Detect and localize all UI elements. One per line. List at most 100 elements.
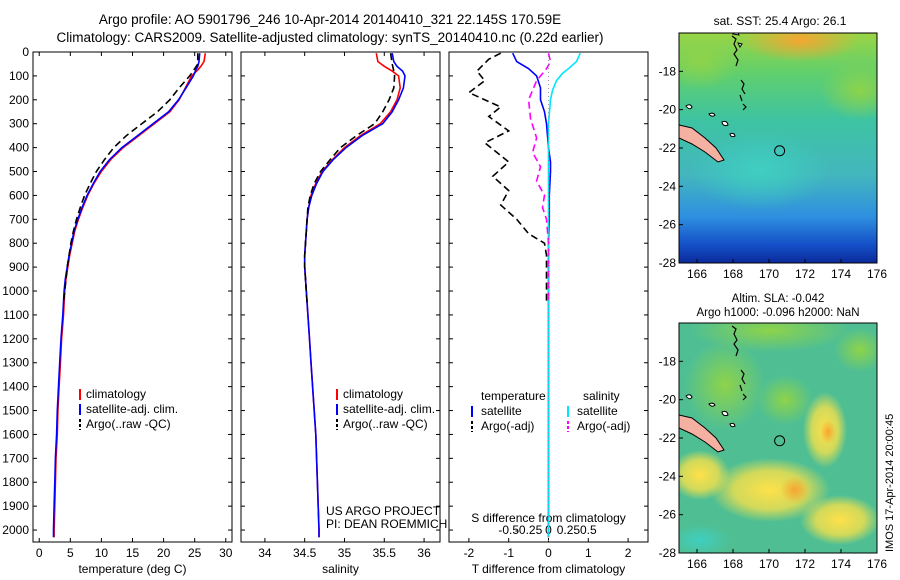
map-xtick-label: 174 <box>831 557 851 571</box>
legend-label: climatology <box>343 387 403 401</box>
depth-tick-label: 600 <box>9 188 29 202</box>
map-ytick-label: -20 <box>659 103 677 117</box>
map-xtick-label: 168 <box>723 557 743 571</box>
sla-green-patch-4 <box>834 328 877 372</box>
depth-tick-label: 700 <box>9 212 29 226</box>
t-diff-xtick-label: 0 <box>545 546 552 560</box>
sst-map-axes: 166 168 170 172 174 176 -18 -20 -22 -24 -26 -28 <box>659 64 888 281</box>
temperature-series-satellite-adj-clim- <box>52 53 201 538</box>
sla-cyan-patch <box>679 524 730 553</box>
loyalty-islands-2 <box>685 394 736 428</box>
map-xtick-label: 166 <box>687 267 707 281</box>
salinity-xtick-label: 36 <box>417 546 431 560</box>
depth-tick-label: 0 <box>22 45 29 59</box>
sla-yellow-patch-4 <box>800 495 877 545</box>
sst-map-title: sat. SST: 25.4 Argo: 26.1 <box>714 14 847 28</box>
difference-series-salinity-satellite <box>547 52 582 538</box>
t-diff-xtick-label: 2 <box>625 546 632 560</box>
sla-map: Altim. SLA: -0.042 Argo h1000: -0.096 h2… <box>659 293 888 571</box>
diff-legend-label: satellite <box>577 404 618 418</box>
depth-tick-label: 1600 <box>2 427 29 441</box>
temperature-xtick-label: 25 <box>188 546 202 560</box>
temperature-xtick-label: 20 <box>157 546 171 560</box>
map-ytick-label: -24 <box>659 179 677 193</box>
legend-label: satellite-adj. clim. <box>86 402 178 416</box>
sla-green-patch-3 <box>757 375 813 425</box>
depth-tick-label: 500 <box>9 165 29 179</box>
sla-float-position-marker <box>774 435 786 447</box>
depth-tick-label: 400 <box>9 141 29 155</box>
salinity-panel: 34 34.5 35 35.5 36 salinity climatologysatelli… <box>240 51 447 576</box>
sla-yellow-patch-3 <box>679 450 730 500</box>
depth-tick-label: 1300 <box>2 356 29 370</box>
difference-panel: -2 -1 0 1 2-0.5-0.25 0 0.25 0.5S difference fro… <box>448 51 649 576</box>
map-ytick-label: -22 <box>659 141 677 155</box>
depth-tick-label: 1100 <box>3 308 29 322</box>
depth-tick-label: 1900 <box>2 499 29 513</box>
depth-tick-label: 1800 <box>2 475 29 489</box>
map-ytick-label: -28 <box>659 256 677 270</box>
salinity-xtick-label: 34.5 <box>293 546 317 560</box>
map-ytick-label: -18 <box>659 64 677 78</box>
map-xtick-label: 176 <box>867 267 887 281</box>
salinity-xtick-label: 35 <box>338 546 352 560</box>
legend-label: climatology <box>86 387 146 401</box>
map-ytick-label: -24 <box>659 469 677 483</box>
salinity-xtick-label: 35.5 <box>373 546 397 560</box>
salinity-frame <box>240 51 441 543</box>
salinity-series-satellite-adj-clim- <box>303 53 406 538</box>
s-diff-xtick-label: 0.25 <box>557 523 581 537</box>
project-annotation: PI: DEAN ROEMMICH <box>326 517 447 531</box>
diff-legend-label: satellite <box>481 404 522 418</box>
map-ytick-label: -26 <box>659 508 677 522</box>
loyalty-islands <box>685 104 736 138</box>
s-diff-xtick-label: -0.5 <box>498 523 519 537</box>
s-diff-xtick-label: -0.25 <box>515 523 543 537</box>
new-caledonia-island-2 <box>679 414 725 453</box>
difference-series-temperature-argo-adj- <box>467 52 548 303</box>
salinity-series-climatology <box>303 53 402 538</box>
t-diff-xtick-label: -2 <box>464 546 475 560</box>
diff-legend-heading: temperature <box>481 389 546 403</box>
salinity-xtick-label: 34 <box>258 546 272 560</box>
temperature-panel: 0100200300400500600700800900100011001200… <box>2 45 232 576</box>
northern-islets <box>731 33 743 48</box>
map-xtick-label: 170 <box>759 557 779 571</box>
map-xtick-label: 174 <box>831 267 851 281</box>
map-ytick-label: -28 <box>659 546 677 560</box>
depth-tick-label: 300 <box>9 117 29 131</box>
vanuatu-islands <box>731 35 747 111</box>
project-annotation: US ARGO PROJECT <box>326 504 441 518</box>
map-ytick-label: -20 <box>659 393 677 407</box>
temperature-frame <box>32 51 233 543</box>
s-diff-xtick-label: 0.5 <box>580 523 597 537</box>
t-diff-xtick-label: 1 <box>585 546 592 560</box>
depth-tick-label: 1700 <box>2 451 29 465</box>
difference-series-temperature-satellite <box>511 52 552 538</box>
imos-timestamp: IMOS 17-Apr-2014 20:00:45 <box>884 414 896 552</box>
diff-legend-label: Argo(-adj) <box>577 419 630 433</box>
depth-tick-label: 200 <box>9 93 29 107</box>
legend-label: satellite-adj. clim. <box>343 402 435 416</box>
sst-map: sat. SST: 25.4 Argo: 26.1 166 168 170 172 17… <box>659 14 888 281</box>
depth-tick-label: 2000 <box>2 523 29 537</box>
t-diff-xtick-label: -1 <box>503 546 514 560</box>
sst-warm-patch <box>740 33 860 62</box>
legend-label: Argo(..raw -QC) <box>343 417 428 431</box>
depth-tick-label: 1400 <box>2 380 29 394</box>
map-xtick-label: 166 <box>687 557 707 571</box>
map-xtick-label: 176 <box>867 557 887 571</box>
map-xtick-label: 172 <box>795 557 815 571</box>
sst-cyan-patch <box>690 130 830 210</box>
sst-float-position-marker <box>774 145 786 157</box>
new-caledonia-island <box>679 124 725 163</box>
temperature-xtick-label: 0 <box>36 546 43 560</box>
figure-title-line-2: Climatology: CARS2009. Satellite-adjuste… <box>56 30 604 45</box>
temperature-series-climatology <box>53 53 207 538</box>
depth-tick-label: 1000 <box>2 284 29 298</box>
diff-legend-heading: salinity <box>583 389 620 403</box>
sla-yellow-patch-2 <box>710 458 830 522</box>
sst-green-patch <box>679 33 740 90</box>
difference-xlabel: T difference from climatology <box>472 562 626 576</box>
